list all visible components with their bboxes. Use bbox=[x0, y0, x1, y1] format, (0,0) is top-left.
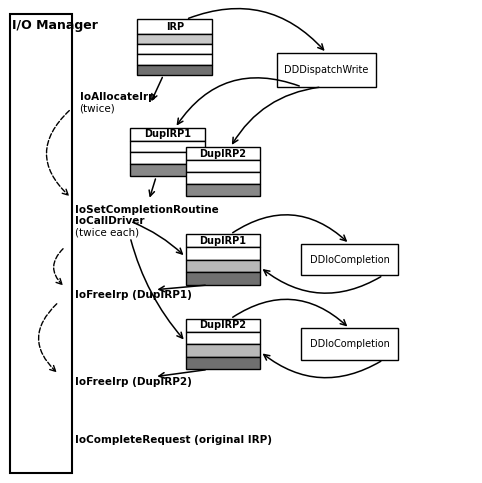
Bar bbox=[137, 44, 212, 54]
Text: DupIRP2: DupIRP2 bbox=[200, 149, 246, 158]
Text: DDIoCompletion: DDIoCompletion bbox=[309, 255, 389, 265]
Text: DDDispatchWrite: DDDispatchWrite bbox=[284, 65, 369, 75]
Bar bbox=[130, 153, 205, 164]
Text: DupIRP2: DupIRP2 bbox=[200, 320, 246, 330]
Text: IRP: IRP bbox=[166, 22, 184, 31]
Bar bbox=[301, 328, 398, 360]
Bar bbox=[137, 65, 212, 75]
Bar bbox=[186, 319, 260, 332]
Bar bbox=[130, 164, 205, 176]
Text: IoSetCompletionRoutine: IoSetCompletionRoutine bbox=[75, 205, 218, 215]
Text: DupIRP1: DupIRP1 bbox=[144, 129, 191, 139]
Bar bbox=[186, 234, 260, 247]
Bar bbox=[301, 244, 398, 275]
Bar bbox=[130, 141, 205, 153]
Text: (twice each): (twice each) bbox=[75, 227, 139, 237]
Bar bbox=[137, 34, 212, 44]
Bar bbox=[10, 14, 72, 473]
Text: IoCompleteRequest (original IRP): IoCompleteRequest (original IRP) bbox=[75, 435, 272, 444]
Text: I/O Manager: I/O Manager bbox=[12, 19, 98, 32]
Bar bbox=[137, 54, 212, 65]
Bar bbox=[186, 147, 260, 160]
Bar bbox=[186, 344, 260, 357]
Text: IoFreeIrp (DupIRP2): IoFreeIrp (DupIRP2) bbox=[75, 377, 191, 386]
Bar bbox=[130, 128, 205, 141]
Bar bbox=[137, 19, 212, 34]
Bar bbox=[186, 172, 260, 184]
Bar bbox=[277, 53, 376, 87]
Bar bbox=[186, 357, 260, 369]
Bar bbox=[186, 260, 260, 272]
Bar bbox=[186, 160, 260, 172]
Text: DupIRP1: DupIRP1 bbox=[200, 236, 246, 246]
Text: (twice): (twice) bbox=[80, 104, 115, 114]
Text: IoFreeIrp (DupIRP1): IoFreeIrp (DupIRP1) bbox=[75, 290, 191, 299]
Bar bbox=[186, 184, 260, 196]
Text: DDIoCompletion: DDIoCompletion bbox=[309, 339, 389, 349]
Text: IoCallDriver: IoCallDriver bbox=[75, 216, 144, 226]
Bar bbox=[186, 332, 260, 344]
Bar bbox=[186, 247, 260, 260]
Bar bbox=[186, 272, 260, 285]
Text: IoAllocateIrp: IoAllocateIrp bbox=[80, 92, 155, 101]
